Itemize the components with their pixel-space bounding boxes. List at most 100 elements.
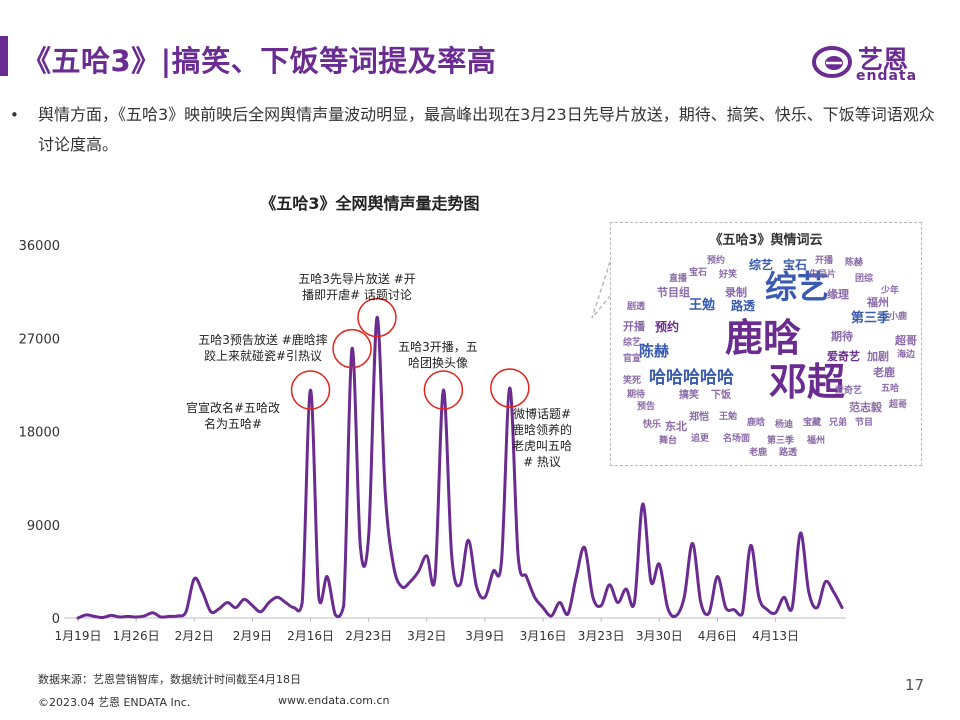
word-cloud-word: 团综 xyxy=(855,274,874,284)
logo-text-cn: 艺恩 xyxy=(858,45,909,74)
word-cloud-word: 好笑 xyxy=(719,270,738,280)
x-tick-label: 3月30日 xyxy=(636,629,683,643)
word-cloud-word: 综艺 xyxy=(623,338,642,348)
peak-annotation-label: 哈团换头像 xyxy=(408,356,468,370)
word-cloud-word: 缘理 xyxy=(827,288,849,301)
peak-annotation-label: 五哈3预告放送 #鹿晗摔 xyxy=(198,332,328,347)
word-cloud-title: 《五哈3》舆情词云 xyxy=(709,233,823,248)
word-cloud-word: 录制 xyxy=(725,286,747,299)
word-cloud-word: 剧透 xyxy=(627,302,646,312)
word-cloud-word: 王勉 xyxy=(719,412,738,422)
word-cloud-word: 宝石 xyxy=(689,268,708,278)
word-cloud-word: 预约 xyxy=(655,320,680,334)
word-cloud-word: 小鹿 xyxy=(889,312,908,322)
x-tick-label: 1月26日 xyxy=(113,629,160,643)
peak-annotation-label: 五哈3先导片放送 #开 xyxy=(298,271,416,286)
y-tick-label: 36000 xyxy=(19,239,60,254)
x-tick-label: 4月6日 xyxy=(698,629,737,643)
summary-bullet: • xyxy=(10,106,19,124)
chart-title: 《五哈3》全网舆情声量走势图 xyxy=(260,194,480,213)
word-cloud-word: 追更 xyxy=(691,434,710,444)
word-cloud-word: 官宣 xyxy=(623,354,642,364)
word-cloud-word: 搞笑 xyxy=(679,390,699,401)
word-cloud-callout-pointer xyxy=(591,261,611,319)
word-cloud-word: 陈赫 xyxy=(639,342,670,360)
word-cloud-word: 期待 xyxy=(627,390,646,400)
word-cloud-word: 福州 xyxy=(807,436,826,446)
peak-annotation-label: 微博话题# xyxy=(513,406,571,421)
word-cloud-word: 杨迪 xyxy=(775,420,794,430)
word-cloud-word: 范志毅 xyxy=(849,401,882,414)
x-tick-label: 1月19日 xyxy=(55,629,102,643)
peak-highlight-circle xyxy=(490,368,530,408)
summary-text: 舆情方面，《五哈3》映前映后全网舆情声量波动明显，最高峰出现在3月23日先导片放… xyxy=(38,105,935,154)
peak-annotation-label: # 热议 xyxy=(523,455,561,469)
peak-annotation-label: 老虎叫五哈 xyxy=(512,439,572,453)
peak-annotation-label: 鹿晗领养的 xyxy=(512,422,572,437)
word-cloud-word: 舞台 xyxy=(659,436,678,446)
word-cloud-word: 郑恺 xyxy=(689,412,709,423)
endata-logo: 艺恩 endata xyxy=(812,40,932,84)
word-cloud-word: 东北 xyxy=(665,420,687,433)
x-tick-label: 3月2日 xyxy=(407,629,446,643)
word-cloud-word: 第三季 xyxy=(851,311,891,326)
word-cloud-word: 宝石 xyxy=(783,258,808,272)
word-cloud-word: 少年 xyxy=(881,286,900,296)
peak-highlight-circle xyxy=(423,370,464,410)
word-cloud-word: 开播 xyxy=(815,256,834,266)
peak-highlight-circle xyxy=(290,370,331,410)
word-cloud-word: 王勉 xyxy=(689,298,716,313)
peak-highlight-circle xyxy=(332,328,372,369)
x-tick-label: 2月2日 xyxy=(175,629,214,643)
word-cloud-word: 先导片 xyxy=(809,270,837,280)
title-accent-bar xyxy=(0,36,8,76)
word-cloud-word: 名场面 xyxy=(723,434,751,444)
word-cloud-word: 五哈 xyxy=(881,384,900,394)
y-tick-label: 9000 xyxy=(27,519,60,534)
peak-annotation-label: 五哈3开播，五 xyxy=(398,340,478,354)
word-cloud-word: 预告 xyxy=(637,402,656,412)
y-tick-label: 0 xyxy=(52,612,60,627)
word-cloud-word: 邓超 xyxy=(769,360,846,404)
volume-series-line xyxy=(76,315,844,620)
page-title: 《五哈3》|搞笑、下饭等词提及率高 xyxy=(22,44,497,78)
peak-annotation-label: 官宣改名#五哈改 xyxy=(186,400,280,415)
y-tick-label: 18000 xyxy=(19,426,60,441)
endata-logo-icon xyxy=(812,46,852,78)
word-cloud-word: 超哥 xyxy=(895,334,917,347)
word-cloud-word: 路透 xyxy=(731,299,756,313)
word-cloud-word: 期待 xyxy=(831,330,853,343)
x-tick-label: 3月16日 xyxy=(520,629,567,643)
y-tick-label: 27000 xyxy=(19,332,60,347)
word-cloud-word: 海边 xyxy=(897,350,916,360)
peak-annotation-label: 名为五哈# xyxy=(204,416,262,431)
word-cloud-word: 预约 xyxy=(707,256,726,266)
word-cloud-word: 鹿晗 xyxy=(747,418,766,428)
volume-trend-chart: 0 9000 18000 27000 36000 1月19日 1月26日 2月2日 2月9日 2月… xyxy=(19,239,846,643)
x-tick-label: 2月16日 xyxy=(287,629,334,643)
word-cloud-word: 笑死 xyxy=(623,376,642,386)
word-cloud-word: 节目 xyxy=(855,418,874,428)
word-cloud-word: 下饭 xyxy=(711,390,731,401)
peak-annotation-label: 跤上来就碰瓷#引热议 xyxy=(204,348,322,363)
word-cloud-word: 快乐 xyxy=(643,420,662,430)
word-cloud-word: 陈赫 xyxy=(845,258,864,268)
word-cloud-word: 哈哈哈哈哈 xyxy=(649,368,734,388)
word-cloud-word: 综艺 xyxy=(765,268,830,306)
word-cloud-word: 超哥 xyxy=(889,400,908,410)
peak-highlight-circle xyxy=(357,297,397,338)
word-cloud-word: 第三季 xyxy=(767,436,795,446)
word-cloud-panel: 《五哈3》舆情词云 鹿晗 邓超 综艺 哈哈哈哈哈 陈赫 王勉 综艺 宝石 第三季 路透 预约 节目组开… xyxy=(610,222,922,466)
page-number: 17 xyxy=(905,676,925,694)
x-tick-label: 2月23日 xyxy=(345,629,392,643)
x-tick-label: 3月9日 xyxy=(465,629,504,643)
data-source-note: 数据来源：艺恩营销智库，数据统计时间截至4月18日 xyxy=(38,673,301,686)
word-cloud-word: 直播 xyxy=(669,274,688,284)
word-cloud-word: 宝藏 xyxy=(803,418,822,428)
website-url: www.endata.com.cn xyxy=(278,694,390,707)
x-tick-label: 2月9日 xyxy=(233,629,272,643)
copyright-text: ©2023.04 艺恩 ENDATA Inc. xyxy=(38,696,191,709)
word-cloud-word: 爱奇艺 xyxy=(835,386,863,396)
word-cloud-word: 加剧 xyxy=(867,350,889,363)
x-tick-label: 4月13日 xyxy=(752,629,799,643)
